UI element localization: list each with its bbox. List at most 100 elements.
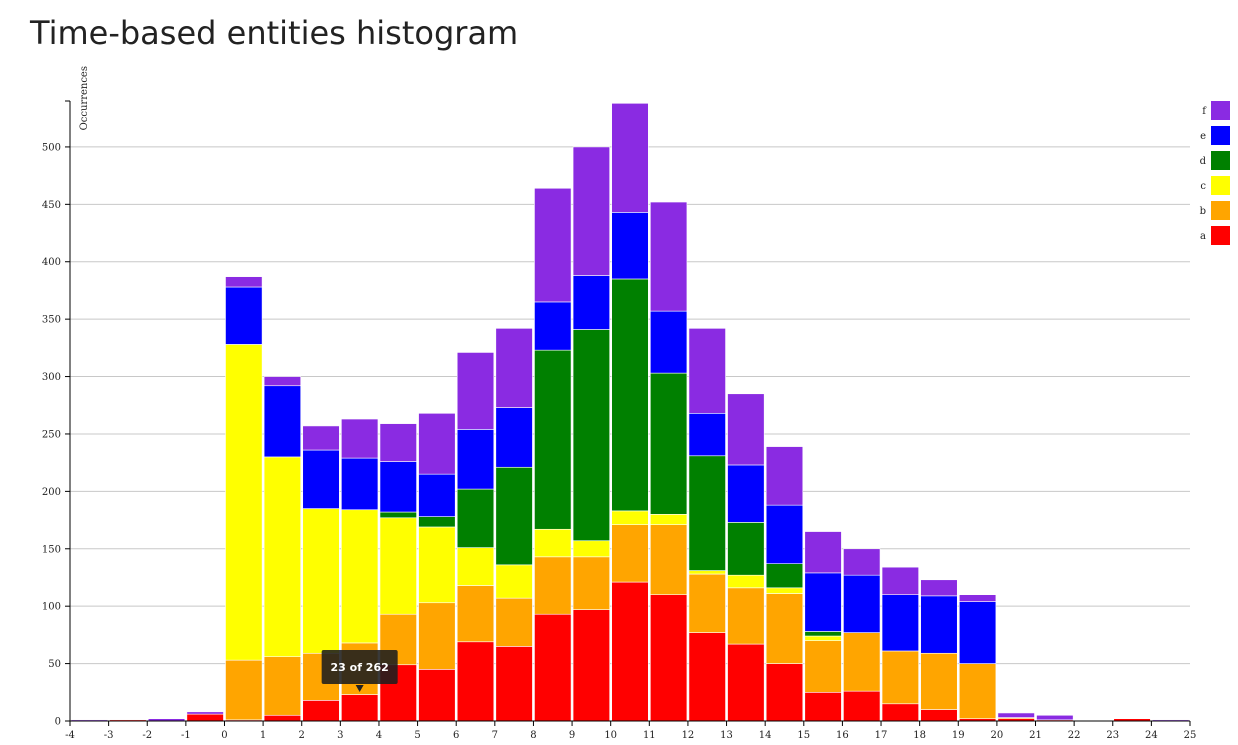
bar-b-bin-19[interactable] [958, 663, 997, 720]
bar-d-bin-5[interactable] [418, 516, 456, 528]
bar-e-bin-7[interactable] [495, 407, 533, 468]
bar-a-bin-5[interactable] [418, 669, 456, 722]
bar-d-bin-6[interactable] [456, 488, 495, 548]
bar-d-bin-12[interactable] [688, 455, 726, 571]
bar-f-bin-16[interactable] [843, 548, 881, 576]
bar-b-bin-11[interactable] [650, 524, 688, 596]
bar-c-bin-3[interactable] [341, 509, 379, 644]
bar-f-bin-6[interactable] [456, 352, 495, 430]
bar-e-bin-14[interactable] [765, 504, 804, 565]
bar-c-bin-2[interactable] [302, 508, 340, 654]
bar-a-bin-6[interactable] [456, 641, 495, 722]
bar-f-bin-14[interactable] [765, 446, 804, 506]
legend-swatch-e[interactable] [1211, 126, 1230, 145]
bar-f-bin-1[interactable] [263, 376, 302, 387]
bar-e-bin-6[interactable] [456, 429, 495, 490]
bar-d-bin-14[interactable] [765, 563, 804, 589]
bar-f-bin-15[interactable] [804, 531, 842, 574]
bar-d-bin-10[interactable] [611, 278, 649, 512]
bar-d-bin-4[interactable] [379, 511, 417, 519]
bar-c-bin-0[interactable] [225, 344, 263, 661]
bar-c-bin-7[interactable] [495, 564, 533, 599]
bar-c-bin-4[interactable] [379, 517, 417, 615]
bar-e-bin-15[interactable] [804, 572, 842, 632]
bar-e-bin-9[interactable] [572, 275, 610, 330]
bar-f-bin-19[interactable] [958, 594, 997, 602]
bar-e-bin-3[interactable] [341, 457, 379, 511]
bar-a-bin-18[interactable] [920, 709, 958, 722]
bar-f-bin-7[interactable] [495, 328, 533, 408]
bar-d-bin-8[interactable] [534, 349, 572, 530]
bar-d-bin-15[interactable] [804, 631, 842, 637]
bar-a-bin-16[interactable] [843, 690, 881, 722]
bar-b-bin-6[interactable] [456, 585, 495, 643]
bar-b-bin-0[interactable] [225, 659, 263, 721]
bar-f-bin-8[interactable] [534, 187, 572, 303]
bar-a-bin-13[interactable] [727, 643, 765, 722]
bar-a-bin-7[interactable] [495, 646, 533, 722]
bar-a-bin--1[interactable] [186, 713, 224, 722]
bar-d-bin-11[interactable] [650, 372, 688, 515]
bar-e-bin-1[interactable] [263, 385, 302, 458]
bar-c-bin-9[interactable] [572, 540, 610, 558]
bar-c-bin-15[interactable] [804, 635, 842, 641]
bar-b-bin-12[interactable] [688, 573, 726, 633]
bar-c-bin-6[interactable] [456, 547, 495, 586]
bar-e-bin-0[interactable] [225, 286, 263, 345]
bar-e-bin-2[interactable] [302, 449, 340, 509]
bar-e-bin-4[interactable] [379, 461, 417, 513]
bar-b-bin-5[interactable] [418, 602, 456, 670]
bar-e-bin-16[interactable] [843, 574, 881, 633]
bar-f-bin-10[interactable] [611, 102, 649, 213]
legend-swatch-b[interactable] [1211, 201, 1230, 220]
bar-a-bin-9[interactable] [572, 609, 610, 722]
bar-f-bin-20[interactable] [997, 712, 1035, 718]
bar-e-bin-11[interactable] [650, 310, 688, 374]
bar-a-bin-11[interactable] [650, 594, 688, 722]
bar-a-bin-2[interactable] [302, 700, 340, 722]
bar-d-bin-9[interactable] [572, 329, 610, 542]
bar-c-bin-5[interactable] [418, 526, 456, 604]
bar-c-bin-11[interactable] [650, 514, 688, 525]
bar-e-bin-13[interactable] [727, 464, 765, 523]
bar-f-bin-12[interactable] [688, 328, 726, 414]
bar-a-bin-10[interactable] [611, 581, 649, 722]
bar-a-bin-8[interactable] [534, 613, 572, 722]
legend-swatch-d[interactable] [1211, 151, 1230, 170]
bar-a-bin-17[interactable] [881, 703, 919, 722]
bar-b-bin-7[interactable] [495, 597, 533, 647]
bar-b-bin-15[interactable] [804, 640, 842, 693]
bar-f-bin-18[interactable] [920, 579, 958, 597]
bar-b-bin-10[interactable] [611, 524, 649, 583]
bar-f-bin-2[interactable] [302, 425, 340, 451]
bar-a-bin-12[interactable] [688, 632, 726, 722]
bar-c-bin-12[interactable] [688, 570, 726, 575]
bar-b-bin-9[interactable] [572, 556, 610, 610]
bar-b-bin-13[interactable] [727, 587, 765, 645]
bar-e-bin-18[interactable] [920, 595, 958, 654]
bar-a-bin-14[interactable] [765, 663, 804, 722]
bar-e-bin-19[interactable] [958, 601, 997, 664]
bar-f-bin-4[interactable] [379, 423, 417, 462]
bar-b-bin-14[interactable] [765, 593, 804, 664]
bar-f-bin-9[interactable] [572, 146, 610, 276]
bar-e-bin-8[interactable] [534, 301, 572, 351]
bar-d-bin-13[interactable] [727, 522, 765, 576]
bar-f-bin-13[interactable] [727, 393, 765, 466]
bar-b-bin-16[interactable] [843, 632, 881, 692]
legend-swatch-c[interactable] [1211, 176, 1230, 195]
bar-e-bin-5[interactable] [418, 473, 456, 517]
bar-d-bin-7[interactable] [495, 466, 533, 566]
bar-c-bin-1[interactable] [263, 456, 302, 658]
bar-c-bin-8[interactable] [534, 528, 572, 558]
bar-b-bin-18[interactable] [920, 652, 958, 710]
bar-e-bin-10[interactable] [611, 212, 649, 280]
bar-c-bin-14[interactable] [765, 587, 804, 594]
bar-f-bin-17[interactable] [881, 566, 919, 596]
bar-f-bin-21[interactable] [1036, 714, 1074, 721]
bar-f-bin--1[interactable] [186, 711, 224, 715]
bar-c-bin-13[interactable] [727, 574, 765, 589]
legend-swatch-f[interactable] [1211, 101, 1230, 120]
bar-f-bin-3[interactable] [341, 418, 379, 459]
bar-b-bin-17[interactable] [881, 650, 919, 705]
